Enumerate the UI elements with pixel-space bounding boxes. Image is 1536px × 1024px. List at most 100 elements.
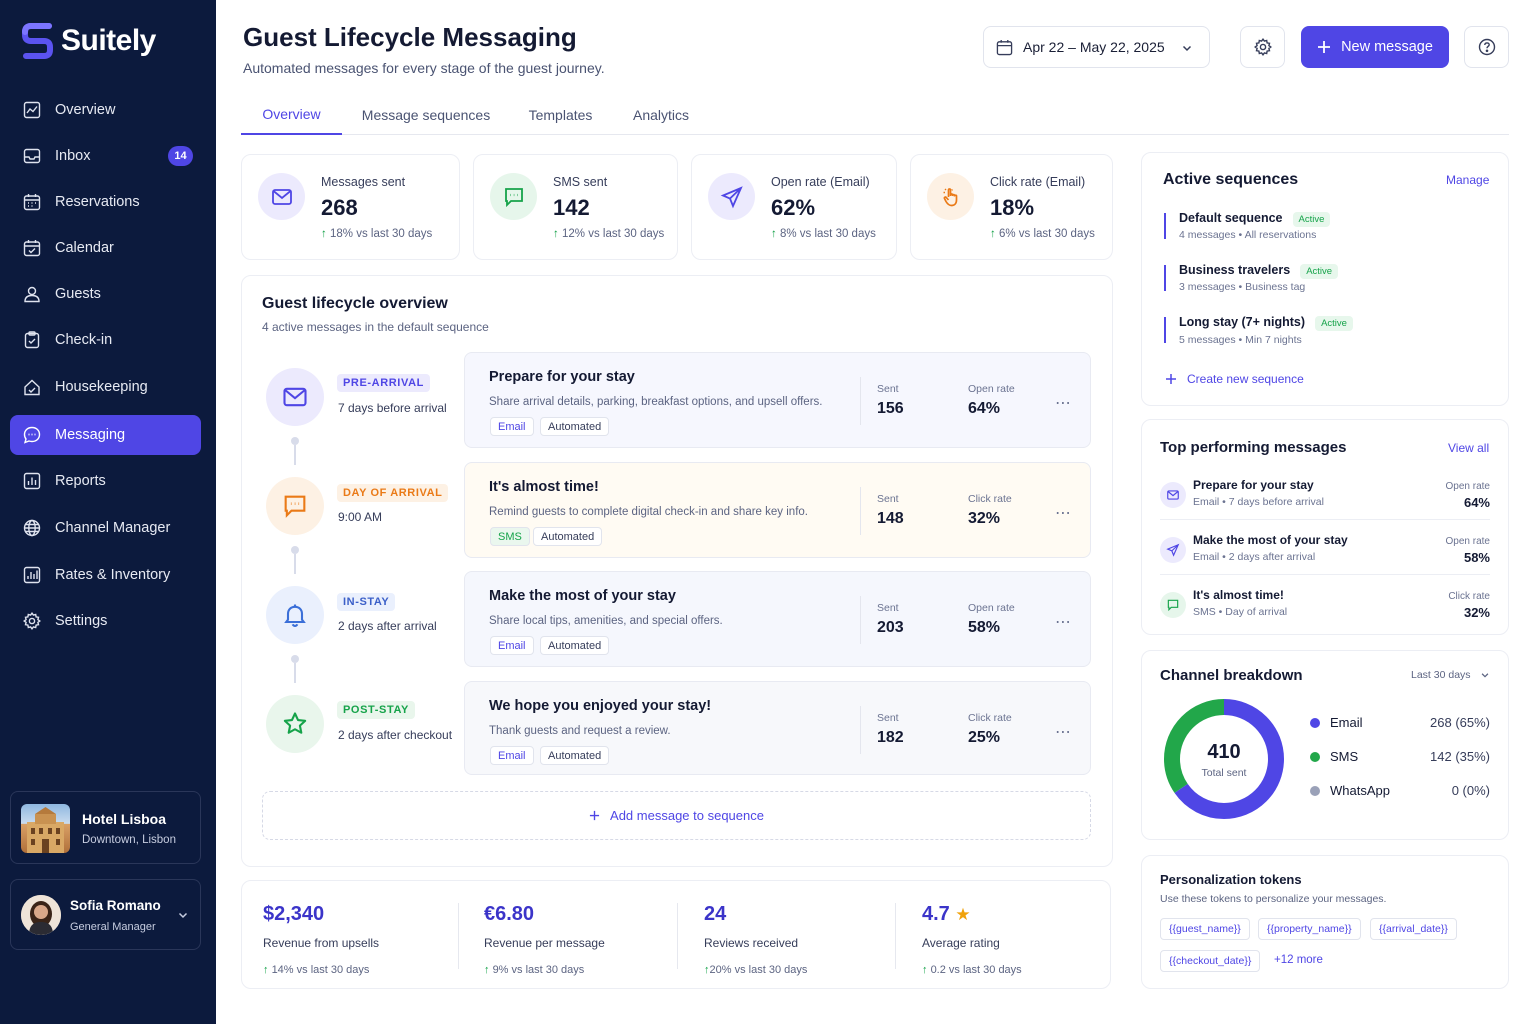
metric-label: Open rate bbox=[1445, 536, 1490, 547]
more-options-icon[interactable]: ⋯ bbox=[1055, 614, 1072, 631]
property-name: Hotel Lisboa bbox=[82, 811, 167, 827]
stat-card-open-rate: Open rate (Email) 62% ↑ 8% vs last 30 da… bbox=[691, 154, 897, 260]
tokens-panel bbox=[1141, 855, 1509, 989]
top-message-meta: Email • 2 days after arrival bbox=[1193, 551, 1316, 563]
legend-email: Email 268 (65%) bbox=[1310, 713, 1490, 733]
sidebar-item-housekeeping[interactable]: Housekeeping bbox=[10, 367, 201, 407]
sidebar-item-reservations[interactable]: Reservations bbox=[10, 182, 201, 222]
token-chip[interactable]: {{guest_name}} bbox=[1160, 918, 1250, 940]
globe-icon bbox=[22, 518, 42, 538]
more-options-icon[interactable]: ⋯ bbox=[1055, 395, 1072, 412]
channel-tag: Email bbox=[490, 746, 534, 765]
stat-card-messages-sent: Messages sent 268 ↑ 18% vs last 30 days bbox=[241, 154, 460, 260]
sidebar-item-label: Calendar bbox=[55, 240, 114, 256]
token-chip[interactable]: {{property_name}} bbox=[1258, 918, 1361, 940]
stage-badge: PRE-ARRIVAL bbox=[337, 374, 430, 392]
inbox-count-badge: 14 bbox=[168, 146, 193, 166]
mode-tag: Automated bbox=[540, 417, 610, 436]
add-message-button[interactable]: Add message to sequence bbox=[262, 791, 1091, 840]
active-sequences-panel bbox=[1141, 152, 1509, 406]
sidebar-item-calendar[interactable]: Calendar bbox=[10, 228, 201, 268]
top-message-row[interactable]: Make the most of your stay Email • 2 day… bbox=[1160, 530, 1490, 585]
sidebar-item-reports[interactable]: Reports bbox=[10, 461, 201, 501]
stat-delta: ↑ 12% vs last 30 days bbox=[553, 228, 665, 240]
tab-analytics[interactable]: Analytics bbox=[632, 106, 690, 123]
create-sequence-button[interactable]: Create new sequence bbox=[1165, 372, 1304, 386]
legend-whatsapp: WhatsApp 0 (0%) bbox=[1310, 781, 1490, 801]
range-dropdown[interactable]: Last 30 days bbox=[1411, 669, 1490, 681]
top-message-meta: Email • 7 days before arrival bbox=[1193, 496, 1324, 508]
top-message-row[interactable]: It's almost time! SMS • Day of arrival C… bbox=[1160, 585, 1490, 640]
help-button[interactable] bbox=[1464, 26, 1509, 68]
stat-card-sms-sent: SMS sent 142 ↑ 12% vs last 30 days bbox=[473, 154, 678, 260]
stat-value: 24 bbox=[704, 903, 727, 925]
stat-average-rating: 4.7 ★ Average rating ↑ 0.2 vs last 30 da… bbox=[922, 903, 1022, 976]
channel-tag: SMS bbox=[490, 527, 530, 546]
sidebar-item-guests[interactable]: Guests bbox=[10, 274, 201, 314]
divider bbox=[1160, 519, 1490, 520]
sidebar-item-label: Inbox bbox=[55, 148, 91, 164]
property-switcher[interactable]: Hotel Lisboa Downtown, Lisbon bbox=[10, 791, 201, 864]
message-card[interactable]: It's almost time! Remind guests to compl… bbox=[464, 462, 1091, 558]
sequence-item-business[interactable]: Business travelers Active bbox=[1179, 263, 1339, 279]
top-message-name: Prepare for your stay bbox=[1193, 478, 1314, 492]
stat-delta: ↑20% vs last 30 days bbox=[704, 964, 808, 976]
date-range-picker[interactable]: Apr 22 – May 22, 2025 bbox=[983, 26, 1210, 68]
legend-sms: SMS 142 (35%) bbox=[1310, 747, 1490, 767]
tab-overview[interactable]: Overview bbox=[241, 94, 342, 135]
rate-value: 58% bbox=[968, 619, 1001, 636]
sequence-meta: 3 messages • Business tag bbox=[1179, 281, 1306, 293]
sidebar-item-rates-inventory[interactable]: Rates & Inventory bbox=[10, 555, 201, 595]
stat-value: 268 bbox=[321, 195, 358, 220]
new-message-button[interactable]: New message bbox=[1301, 26, 1449, 68]
legend-dot bbox=[1310, 752, 1320, 762]
sidebar-item-channel-manager[interactable]: Channel Manager bbox=[10, 508, 201, 548]
rate-value: 32% bbox=[968, 510, 1001, 527]
message-card[interactable]: We hope you enjoyed your stay! Thank gue… bbox=[464, 681, 1091, 775]
send-icon bbox=[1160, 537, 1186, 563]
plus-icon bbox=[589, 810, 600, 821]
calendar-icon bbox=[22, 238, 42, 258]
sidebar-item-label: Rates & Inventory bbox=[55, 567, 171, 583]
sidebar-item-label: Check-in bbox=[55, 332, 113, 348]
tab-templates[interactable]: Templates bbox=[528, 106, 593, 123]
top-message-row[interactable]: Prepare for your stay Email • 7 days bef… bbox=[1160, 475, 1490, 530]
token-chip[interactable]: {{checkout_date}} bbox=[1160, 950, 1261, 972]
token-chip[interactable]: {{arrival_date}} bbox=[1370, 918, 1457, 940]
hotel-thumbnail bbox=[21, 804, 70, 853]
manage-link[interactable]: Manage bbox=[1446, 173, 1490, 187]
settings-button[interactable] bbox=[1240, 26, 1285, 68]
message-description: Thank guests and request a review. bbox=[489, 725, 671, 737]
sidebar-item-overview[interactable]: Overview bbox=[10, 90, 201, 130]
property-location: Downtown, Lisbon bbox=[82, 834, 176, 846]
broom-icon bbox=[22, 377, 42, 397]
rate-value: 64% bbox=[968, 400, 1001, 417]
message-card[interactable]: Make the most of your stay Share local t… bbox=[464, 571, 1091, 667]
chevron-down-icon bbox=[1480, 670, 1490, 680]
sidebar-item-check-in[interactable]: Check-in bbox=[10, 320, 201, 360]
more-tokens-link[interactable]: +12 more bbox=[1274, 954, 1323, 966]
user-menu[interactable]: Sofia Romano General Manager bbox=[10, 879, 201, 950]
message-card[interactable]: Prepare for your stay Share arrival deta… bbox=[464, 352, 1091, 448]
stat-reviews-received: 24 Reviews received ↑20% vs last 30 days bbox=[704, 903, 807, 976]
more-options-icon[interactable]: ⋯ bbox=[1055, 505, 1072, 522]
sequence-meta: 5 messages • Min 7 nights bbox=[1179, 334, 1302, 346]
sidebar-item-settings[interactable]: Settings bbox=[10, 601, 201, 641]
view-all-link[interactable]: View all bbox=[1448, 441, 1490, 455]
rates-icon bbox=[22, 565, 42, 585]
sidebar-item-label: Channel Manager bbox=[55, 520, 171, 536]
sidebar-item-inbox[interactable]: Inbox 14 bbox=[10, 136, 201, 176]
donut-total: 410 bbox=[1207, 741, 1241, 763]
chart-icon bbox=[22, 100, 42, 120]
sequence-item-long-stay[interactable]: Long stay (7+ nights) Active bbox=[1179, 315, 1353, 331]
rate-label: Open rate bbox=[968, 602, 1015, 614]
sidebar-item-messaging[interactable]: Messaging bbox=[10, 415, 201, 455]
chevron-down-icon[interactable] bbox=[177, 909, 189, 921]
tab-message-sequences[interactable]: Message sequences bbox=[361, 106, 491, 123]
timeline-dot bbox=[291, 655, 299, 663]
sidebar-item-label: Overview bbox=[55, 102, 116, 118]
sequence-item-default[interactable]: Default sequence Active bbox=[1179, 211, 1331, 227]
sms-icon bbox=[1160, 592, 1186, 618]
sequence-indicator bbox=[1164, 213, 1166, 239]
more-options-icon[interactable]: ⋯ bbox=[1055, 724, 1072, 741]
